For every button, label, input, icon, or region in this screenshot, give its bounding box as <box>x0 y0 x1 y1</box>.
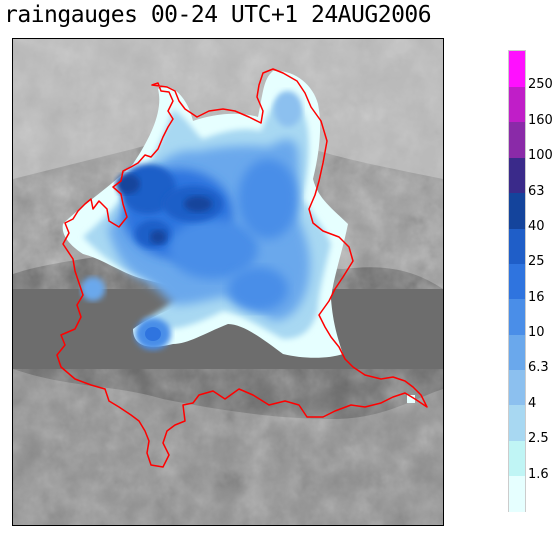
colorbar-swatch <box>509 121 525 158</box>
colorbar-swatch <box>509 86 525 123</box>
colorbar-tick-label: 100 <box>528 148 553 164</box>
colorbar-swatch <box>509 227 525 264</box>
colorbar-tick-label: 250 <box>528 77 553 93</box>
chart-title: raingauges 00-24 UTC+1 24AUG2006 <box>4 2 432 28</box>
colorbar-tick-label: 16 <box>528 289 545 305</box>
colorbar-swatch <box>509 298 525 335</box>
rainfall-field <box>62 70 415 403</box>
colorbar-swatch <box>509 192 525 229</box>
map-frame <box>12 38 444 526</box>
colorbar-swatch <box>509 334 525 371</box>
colorbar-tick-label: 2.5 <box>528 431 549 447</box>
colorbar-swatch <box>509 51 525 87</box>
colorbar-tick-label: 25 <box>528 254 545 270</box>
colorbar-swatch <box>509 404 525 441</box>
colorbar <box>508 50 526 512</box>
region-boundary <box>56 68 428 468</box>
colorbar-tick-label: 160 <box>528 112 553 128</box>
colorbar-tick-label: 4 <box>528 395 537 411</box>
colorbar-tick-label: 63 <box>528 183 545 199</box>
colorbar-swatch <box>509 263 525 300</box>
colorbar-tick-label: 1.6 <box>528 466 549 482</box>
colorbar-swatch <box>509 475 525 512</box>
colorbar-tick-label: 40 <box>528 218 545 234</box>
colorbar-swatch <box>509 369 525 406</box>
colorbar-swatch <box>509 157 525 194</box>
colorbar-tick-label: 6.3 <box>528 360 549 376</box>
precipitation-map <box>13 39 443 525</box>
colorbar-tick-label: 10 <box>528 325 545 341</box>
colorbar-swatch <box>509 440 525 477</box>
